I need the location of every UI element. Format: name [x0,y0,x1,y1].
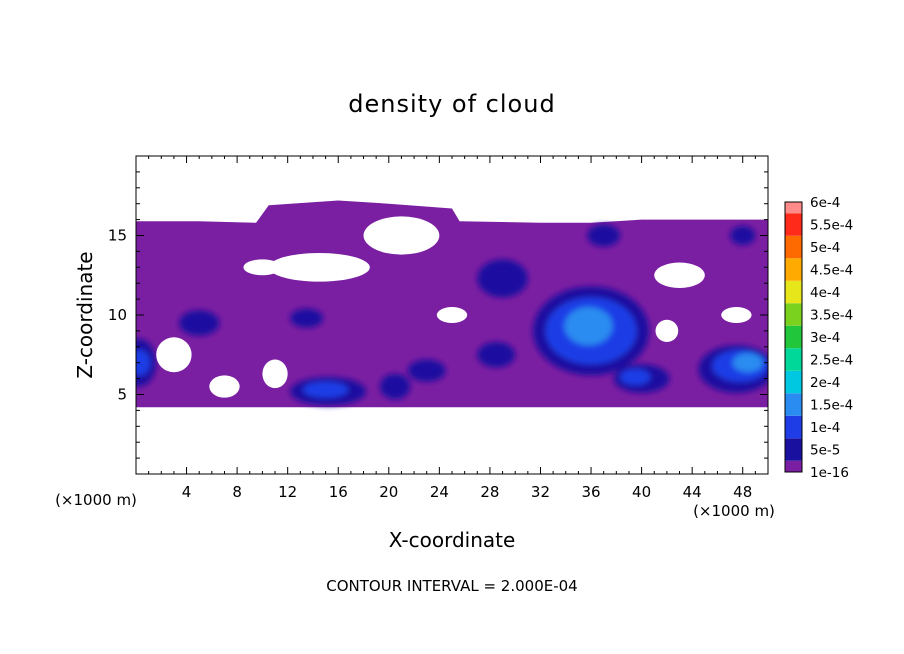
colorbar-swatch [785,438,802,461]
x-tick-label: 48 [733,483,752,501]
density-region [302,381,349,398]
x-tick-label: 16 [329,483,348,501]
clear-gap [655,319,679,343]
y-axis-label: Z-coordinate [73,251,97,378]
clear-gap [209,375,240,398]
colorbar-swatch [785,202,802,214]
x-axis-ticks: 4 8 12 16 20 24 28 32 36 40 44 48 [148,156,756,501]
colorbar-frame [784,201,803,473]
x-unit-left: (×1000 m) [55,491,137,509]
colorbar-swatch [785,235,802,259]
x-tick-label: 24 [430,483,449,501]
y-tick-label: 10 [108,306,127,324]
cloud-field [136,200,768,408]
clear-gap [156,337,192,373]
clear-gap [544,202,575,219]
x-unit-right: (×1000 m) [693,502,775,520]
colorbar-label: 5e-5 [810,443,840,459]
colorbar-swatch [785,348,802,371]
colorbar-swatch [785,258,802,281]
colorbar-swatch [785,303,802,326]
clear-air-gaps [156,202,752,398]
density-region [477,259,528,298]
x-tick-label: 28 [480,483,499,501]
plot-area [136,200,768,408]
colorbar-swatch [785,370,802,394]
density-region [477,342,516,368]
colorbar-swatch [785,280,802,304]
colorbar-label: 1e-4 [810,420,840,436]
x-tick-label: 44 [683,483,702,501]
clear-gap [363,216,440,255]
density-region [290,308,324,328]
colorbar-swatch [785,415,802,439]
colorbar-label: 1.5e-4 [810,398,853,414]
colorbar-label: 4.5e-4 [810,263,853,279]
density-region [136,349,150,376]
colorbar-label: 4e-4 [810,285,840,301]
density-regions [136,224,768,406]
density-region [732,353,763,373]
colorbar-label: 3e-4 [810,330,840,346]
clear-gap [436,307,468,323]
density-region [379,373,411,400]
y-tick-label: 15 [108,227,127,245]
clear-gap [654,262,705,288]
chart-title: density of cloud [348,90,555,118]
colorbar: 1e-16 5e-5 1e-4 1.5e-4 2e-4 2.5e-4 3e-4 3.5e-4 4… [784,195,853,481]
density-region [407,359,446,382]
contour-interval-note: CONTOUR INTERVAL = 2.000E-04 [326,577,577,595]
colorbar-swatch [785,460,802,472]
colorbar-label: 1e-16 [810,465,849,481]
clear-gap [262,359,288,389]
x-tick-label: 12 [278,483,297,501]
x-tick-label: 36 [581,483,600,501]
colorbar-swatch [785,393,802,416]
cloud-band [136,200,768,408]
colorbar-swatch [785,325,802,349]
clear-gap [268,252,370,282]
colorbar-label: 5.5e-4 [810,218,853,234]
colorbar-label: 2.5e-4 [810,353,853,369]
y-axis-ticks: 5 10 15 [108,171,768,459]
x-tick-label: 8 [232,483,242,501]
colorbar-label: 5e-4 [810,240,840,256]
colorbar-swatch [785,213,802,236]
density-region [620,369,651,385]
y-tick-label: 5 [117,386,127,404]
clear-gap [721,307,752,323]
colorbar-label: 3.5e-4 [810,308,853,324]
colorbar-label: 2e-4 [810,375,840,391]
density-region [587,224,621,247]
x-tick-label: 40 [632,483,651,501]
colorbar-label: 6e-4 [810,195,840,211]
density-region [730,225,756,246]
clear-gap [243,259,282,276]
density-region [564,307,613,346]
density-region [178,310,220,336]
x-tick-label: 4 [182,483,192,501]
x-tick-label: 32 [531,483,550,501]
x-tick-label: 20 [379,483,398,501]
x-axis-label: X-coordinate [389,528,516,552]
